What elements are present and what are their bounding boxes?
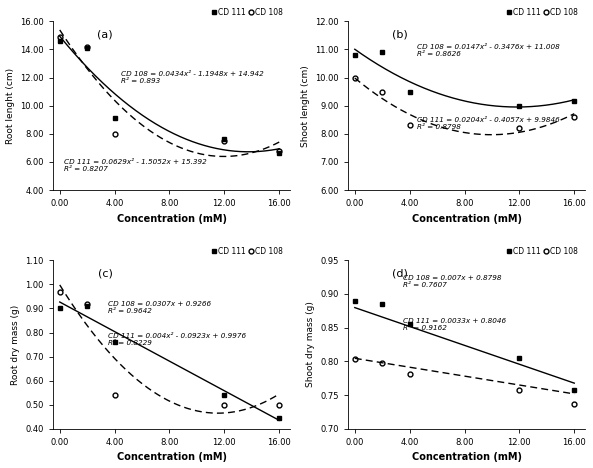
Legend: CD 111, CD 108: CD 111, CD 108 [503,5,581,20]
X-axis label: Concentration (mM): Concentration (mM) [117,453,227,462]
Legend: CD 111, CD 108: CD 111, CD 108 [503,244,581,259]
Text: (b): (b) [392,30,408,40]
X-axis label: Concentration (mM): Concentration (mM) [117,213,227,224]
Text: (c): (c) [98,269,113,278]
Text: CD 108 = 0.0434x² - 1.1948x + 14.942
R² = 0.893: CD 108 = 0.0434x² - 1.1948x + 14.942 R² … [122,71,264,84]
Y-axis label: Root dry mass (g): Root dry mass (g) [11,304,20,385]
X-axis label: Concentration (mM): Concentration (mM) [412,453,522,462]
Text: CD 111 = 0.0204x² - 0.4057x + 9.9846
R² = 0.8798: CD 111 = 0.0204x² - 0.4057x + 9.9846 R² … [416,117,559,130]
Y-axis label: Root lenght (cm): Root lenght (cm) [5,68,15,144]
X-axis label: Concentration (mM): Concentration (mM) [412,213,522,224]
Text: (d): (d) [392,269,408,278]
Legend: CD 111, CD 108: CD 111, CD 108 [209,5,286,20]
Text: CD 111 = 0.0033x + 0.8046
R² = 0.9162: CD 111 = 0.0033x + 0.8046 R² = 0.9162 [403,318,506,330]
Y-axis label: Shoot lenght (cm): Shoot lenght (cm) [301,65,310,146]
Text: (a): (a) [97,30,113,40]
Text: CD 111 = 0.0629x² - 1.5052x + 15.392
R² = 0.8207: CD 111 = 0.0629x² - 1.5052x + 15.392 R² … [64,159,206,172]
Y-axis label: Shoot dry mass (g): Shoot dry mass (g) [306,301,315,388]
Text: CD 108 = 0.0147x² - 0.3476x + 11.008
R² = 0.8626: CD 108 = 0.0147x² - 0.3476x + 11.008 R² … [416,44,559,57]
Legend: CD 111, CD 108: CD 111, CD 108 [209,244,286,259]
Text: CD 108 = 0.007x + 0.8798
R² = 0.7607: CD 108 = 0.007x + 0.8798 R² = 0.7607 [403,275,501,288]
Text: CD 108 = 0.0307x + 0.9266
R² = 0.9642: CD 108 = 0.0307x + 0.9266 R² = 0.9642 [108,301,211,314]
Text: CD 111 = 0.004x² - 0.0923x + 0.9976
R² = 0.8229: CD 111 = 0.004x² - 0.0923x + 0.9976 R² =… [108,332,246,345]
